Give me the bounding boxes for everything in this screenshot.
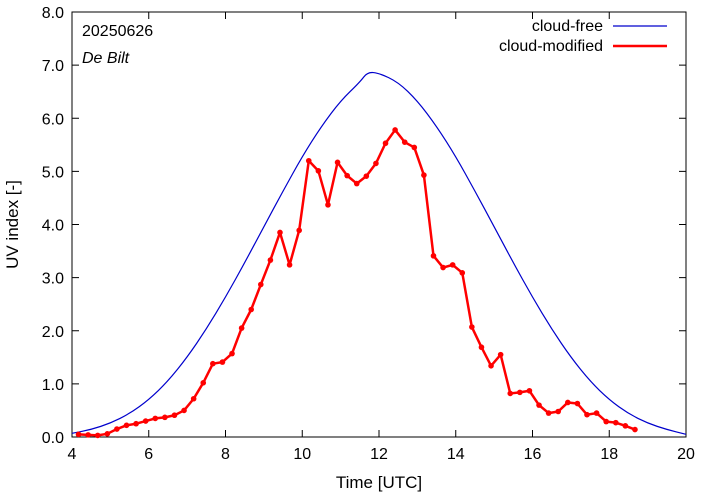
x-tick-label: 8 xyxy=(221,446,230,463)
data-point-cloud-modified xyxy=(344,172,350,179)
data-point-cloud-modified xyxy=(277,229,283,236)
data-point-cloud-modified xyxy=(94,432,101,439)
series-line-cloud-modified xyxy=(78,128,636,437)
data-point-cloud-modified xyxy=(497,351,504,358)
x-tick-label: 12 xyxy=(370,446,388,463)
data-point-cloud-modified xyxy=(133,420,139,427)
data-point-cloud-modified xyxy=(574,400,581,407)
x-tick-label: 16 xyxy=(524,446,542,463)
data-point-cloud-modified xyxy=(507,390,514,397)
data-point-cloud-modified xyxy=(449,262,456,268)
data-point-cloud-modified xyxy=(526,387,533,394)
y-axis-title: UV index [-] xyxy=(3,180,22,269)
data-point-cloud-modified xyxy=(75,431,82,438)
data-point-cloud-modified xyxy=(190,395,197,402)
y-tick-label: 2.0 xyxy=(42,324,64,341)
y-tick-label: 3.0 xyxy=(42,271,64,288)
data-point-cloud-modified xyxy=(353,180,360,187)
x-tick-label: 18 xyxy=(600,446,618,463)
x-tick-label: 4 xyxy=(68,446,77,463)
data-point-cloud-modified xyxy=(325,202,331,208)
data-point-cloud-modified xyxy=(123,422,130,429)
data-point-cloud-modified xyxy=(334,159,341,166)
y-tick-label: 4.0 xyxy=(42,218,64,235)
data-point-cloud-modified xyxy=(555,408,562,415)
x-axis-title: Time [UTC] xyxy=(336,473,422,492)
data-point-cloud-modified xyxy=(430,253,437,259)
series-layer xyxy=(71,71,687,439)
y-tick-label: 0.0 xyxy=(42,430,64,447)
data-point-cloud-modified xyxy=(210,360,216,367)
legend-label-cloud-free: cloud-free xyxy=(532,18,603,35)
x-tick-label: 10 xyxy=(293,446,311,463)
data-point-cloud-modified xyxy=(392,127,398,133)
data-point-cloud-modified xyxy=(114,426,120,432)
data-point-cloud-modified xyxy=(459,270,466,276)
data-point-cloud-modified xyxy=(152,415,159,422)
data-point-cloud-modified xyxy=(258,281,264,288)
data-point-cloud-modified xyxy=(238,325,245,331)
data-point-cloud-modified xyxy=(584,411,590,418)
data-point-cloud-modified xyxy=(219,359,226,365)
date-annotation: 20250626 xyxy=(82,23,153,40)
data-point-cloud-modified xyxy=(200,380,207,386)
x-tick-label: 14 xyxy=(447,446,465,463)
location-annotation: De Bilt xyxy=(82,50,130,67)
y-tick-label: 7.0 xyxy=(42,58,64,75)
data-point-cloud-modified xyxy=(622,423,629,429)
data-point-cloud-modified xyxy=(593,410,600,416)
x-tick-label: 6 xyxy=(144,446,153,463)
data-point-cloud-modified xyxy=(267,257,274,263)
data-point-cloud-modified xyxy=(536,402,542,408)
data-point-cloud-modified xyxy=(401,139,408,145)
data-point-cloud-modified xyxy=(632,426,638,433)
axis-ticks: 4 6 8 10 12 14 16 18 20 0.0 1.0 2.0 3.0 4.0 5.0 6.0 7.0 8… xyxy=(42,5,695,463)
series-line-cloud-free xyxy=(71,71,687,435)
plot-frame xyxy=(71,11,687,438)
data-point-cloud-modified xyxy=(104,431,111,437)
data-point-cloud-modified xyxy=(488,363,494,369)
data-point-cloud-modified xyxy=(469,324,475,330)
data-point-cloud-modified xyxy=(305,157,312,164)
data-point-cloud-modified xyxy=(363,173,370,179)
legend-label-cloud-modified: cloud-modified xyxy=(499,38,603,55)
data-point-cloud-modified xyxy=(440,264,446,271)
data-point-cloud-modified xyxy=(478,344,485,351)
y-tick-label: 6.0 xyxy=(42,111,64,128)
data-point-cloud-modified xyxy=(517,389,523,396)
data-point-cloud-modified xyxy=(181,407,187,414)
data-point-cloud-modified xyxy=(286,262,293,268)
data-point-cloud-modified xyxy=(565,399,571,406)
data-point-cloud-modified xyxy=(229,350,235,357)
data-point-cloud-modified xyxy=(545,410,552,416)
data-point-cloud-modified xyxy=(248,306,255,313)
data-point-cloud-modified xyxy=(85,432,91,438)
data-point-cloud-modified xyxy=(315,168,322,174)
legend: cloud-free cloud-modified xyxy=(499,18,667,55)
y-tick-label: 1.0 xyxy=(42,377,64,394)
data-point-cloud-modified xyxy=(382,140,389,147)
data-point-cloud-modified xyxy=(411,144,418,151)
data-point-cloud-modified xyxy=(162,414,168,421)
y-tick-label: 5.0 xyxy=(42,164,64,181)
data-point-cloud-modified xyxy=(603,418,609,425)
data-point-cloud-modified xyxy=(421,172,427,178)
x-tick-label: 20 xyxy=(677,446,695,463)
data-point-cloud-modified xyxy=(373,160,379,167)
y-tick-label: 8.0 xyxy=(42,5,64,22)
data-point-cloud-modified xyxy=(296,227,302,234)
data-point-cloud-modified xyxy=(142,418,149,424)
data-point-cloud-modified xyxy=(612,419,619,426)
data-point-cloud-modified xyxy=(171,412,178,419)
